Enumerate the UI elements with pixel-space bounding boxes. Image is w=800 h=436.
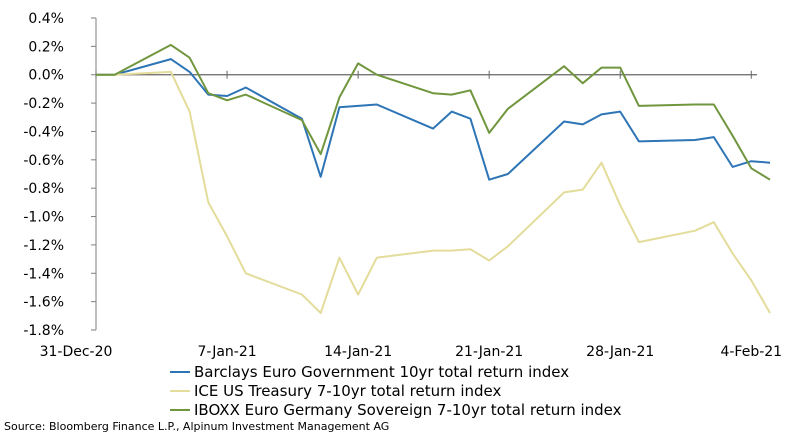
y-tick-label: -1.8% (23, 323, 64, 339)
y-tick-label: -1.6% (23, 295, 64, 311)
x-tick-label: 4-Feb-21 (720, 344, 782, 360)
y-tick-label: 0.0% (28, 68, 64, 84)
source-note: Source: Bloomberg Finance L.P., Alpinum … (4, 420, 389, 433)
legend-label-1: Barclays Euro Government 10yr total retu… (194, 363, 569, 381)
x-tick-label: 7-Jan-21 (197, 344, 256, 360)
y-tick-label: -1.0% (23, 210, 64, 226)
y-tick-label: 0.4% (28, 11, 64, 27)
x-tick-label: 28-Jan-21 (586, 344, 654, 360)
y-tick-label: 0.2% (28, 39, 64, 55)
legend-label-3: IBOXX Euro Germany Sovereign 7-10yr tota… (194, 401, 622, 419)
legend: Barclays Euro Government 10yr total retu… (170, 363, 622, 419)
legend-label-2: ICE US Treasury 7-10yr total return inde… (194, 382, 501, 400)
series-line-1 (96, 58, 771, 181)
x-axis: 31-Dec-20 7-Jan-21 14-Jan-21 21-Jan-21 28-Ja… (40, 70, 782, 360)
y-tick-label: -0.2% (23, 96, 64, 112)
x-tick-label: 21-Jan-21 (455, 344, 523, 360)
y-tick-label: -1.2% (23, 238, 64, 254)
y-tick-label: -0.4% (23, 124, 64, 140)
series-layer (96, 43, 771, 314)
y-axis: 0.4% 0.2% 0.0% -0.2% -0.4% -0.6% -0.8% -1.0% -1.… (23, 11, 97, 339)
x-tick-label: 14-Jan-21 (324, 344, 392, 360)
y-tick-label: -0.8% (23, 181, 64, 197)
series-line-2 (96, 70, 771, 314)
y-tick-label: -0.6% (23, 153, 64, 169)
series-line-3 (96, 43, 771, 181)
x-tick-label: 31-Dec-20 (40, 344, 113, 360)
y-tick-label: -1.4% (23, 266, 64, 282)
